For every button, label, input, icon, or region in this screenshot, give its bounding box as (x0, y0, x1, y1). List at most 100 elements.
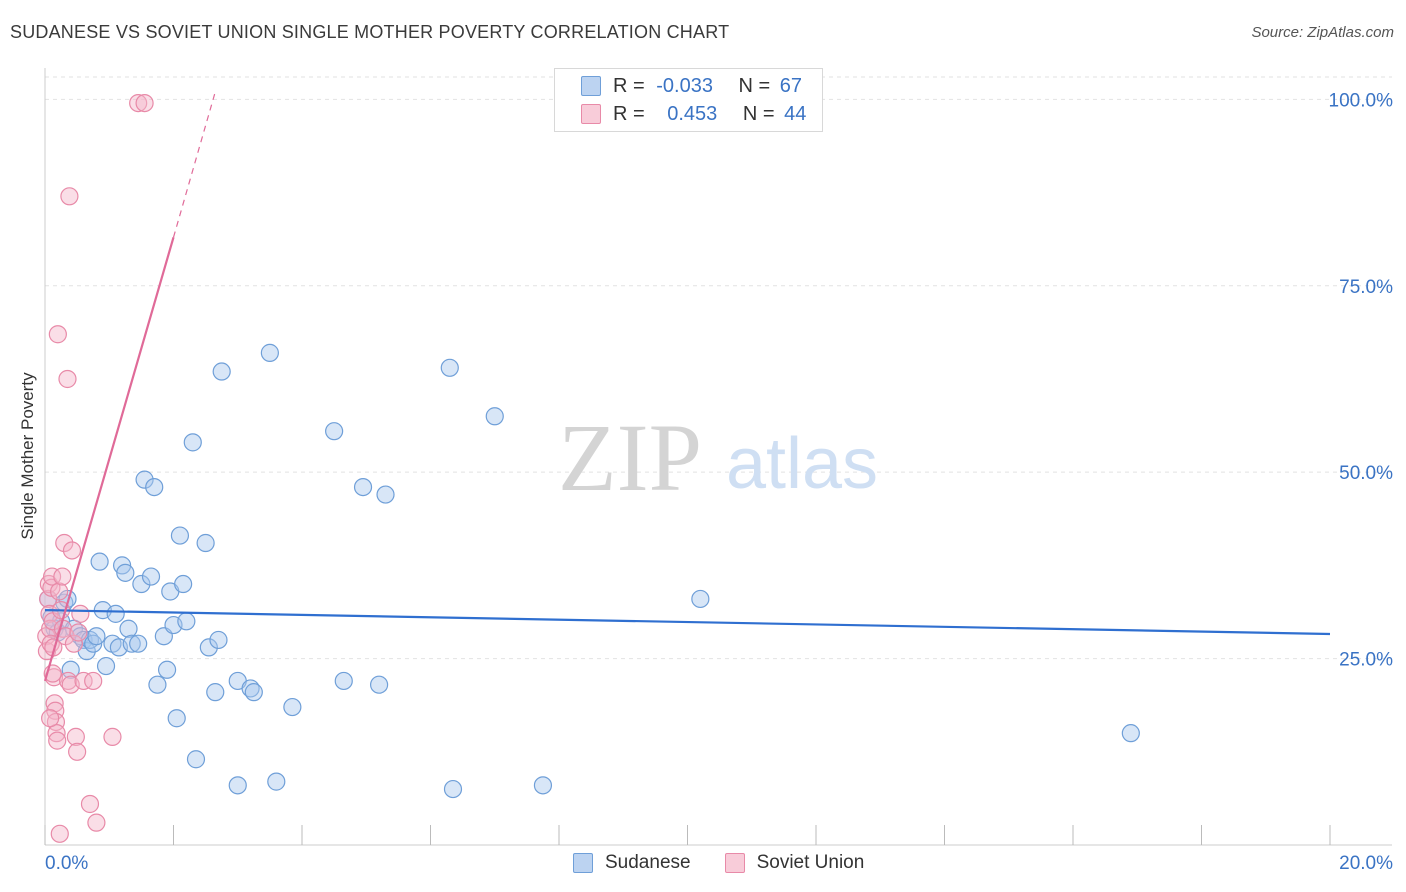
sudanese-point (170, 526, 190, 545)
correlation-legend: R = -0.033 N = 67 R = 0.453 N = 44 (554, 68, 823, 132)
soviet-union-point (62, 541, 82, 560)
sudanese-point (61, 660, 80, 679)
legend-swatch-blue (581, 76, 601, 96)
soviet-union-point (53, 567, 72, 586)
sudanese-point (199, 638, 218, 657)
sudanese-point (90, 552, 109, 571)
sudanese-point (186, 750, 206, 769)
grid-lines (45, 76, 1392, 660)
soviet-union-point (58, 369, 77, 389)
sudanese-point (96, 656, 116, 676)
sudanese-point (533, 776, 553, 795)
sudanese-point (135, 470, 154, 489)
soviet-union-point (41, 709, 60, 728)
soviet-union-point (68, 742, 87, 761)
watermark-zip: ZIP (558, 404, 702, 511)
legend-r-value: 0.453 (667, 102, 718, 125)
tick-labels: 25.0% 50.0% 75.0% 100.0% 0.0% 20.0% (45, 90, 1393, 874)
soviet-union-point (103, 727, 122, 746)
sudanese-point (145, 477, 164, 497)
soviet-union-point (135, 93, 154, 113)
sudanese-point (141, 567, 161, 586)
sudanese-point (196, 533, 215, 553)
sudanese-point (174, 574, 193, 594)
sudanese-point (157, 660, 177, 679)
sudanese-point (325, 422, 344, 441)
sudanese-point (206, 683, 225, 702)
sudanese-point (116, 563, 135, 582)
sudanese-point (106, 604, 125, 623)
soviet-union-point (50, 582, 69, 601)
y-tick-label: 50.0% (1339, 463, 1393, 484)
sudanese-point (129, 634, 148, 653)
sudanese-point (691, 589, 710, 609)
sudanese-point (177, 612, 196, 631)
chart-title: SUDANESE VS SOVIET UNION SINGLE MOTHER P… (10, 22, 730, 42)
axes (44, 68, 1392, 846)
legend-n-label: N = (738, 74, 771, 97)
sudanese-point (228, 776, 247, 795)
sudanese-point (122, 634, 141, 653)
soviet-union-point (60, 187, 79, 206)
sudanese-point (148, 675, 167, 694)
legend-r-label: R = (613, 74, 645, 97)
trend-lines (43, 91, 1331, 682)
soviet-union-point (55, 533, 74, 553)
sudanese-point (1121, 724, 1140, 743)
soviet-union-point (74, 671, 93, 691)
y-tick-label: 100.0% (1329, 90, 1394, 111)
watermark-atlas: atlas (726, 424, 878, 504)
soviet-union-point (87, 813, 106, 832)
legend-n-value: 44 (784, 102, 807, 125)
sudanese-trend-line (44, 609, 1331, 636)
legend-n-label: N = (742, 102, 775, 125)
soviet-union-point (41, 619, 60, 638)
sudanese-point (353, 477, 373, 497)
soviet-union-point (84, 671, 103, 691)
sudanese-point (443, 779, 463, 799)
soviet-union-point (48, 325, 67, 344)
sudanese-point (87, 627, 106, 646)
legend-r-value: -0.033 (656, 74, 713, 97)
legend-swatch-pink (581, 104, 601, 124)
sudanese-point (183, 433, 202, 452)
soviet-union-trend-extension (172, 91, 216, 238)
legend-r-label: R = (613, 102, 645, 125)
soviet-union-point (129, 93, 148, 113)
soviet-union-point (39, 589, 58, 609)
sudanese-point (267, 772, 286, 791)
soviet-union-trend-line (43, 237, 175, 682)
sudanese-point (370, 675, 389, 694)
sudanese-point (132, 574, 151, 594)
soviet-union-point (71, 604, 90, 623)
soviet-union-point (64, 634, 84, 653)
x-tick-label-min: 0.0% (45, 853, 88, 874)
sudanese-point (440, 358, 459, 377)
series-legend: Sudanese Soviet Union (573, 852, 864, 874)
sudanese-point (283, 697, 302, 717)
soviet-union-point (80, 794, 100, 814)
sudanese-point (260, 343, 279, 362)
soviet-union-point (69, 623, 88, 642)
sudanese-point (334, 671, 353, 691)
soviet-union-point (48, 731, 67, 750)
soviet-union-legend-label: Soviet Union (756, 852, 865, 873)
sudanese-point (119, 619, 138, 638)
x-tick-label-max: 20.0% (1339, 853, 1393, 874)
sudanese-point (485, 407, 504, 426)
sudanese-point (244, 683, 263, 702)
y-tick-label: 75.0% (1339, 277, 1393, 298)
sudanese-point (167, 709, 186, 728)
soviet-union-swatch (724, 853, 745, 873)
sudanese-point (212, 362, 231, 381)
soviet-union-points (37, 93, 154, 843)
sudanese-swatch (573, 853, 593, 873)
soviet-union-point (66, 727, 85, 746)
sudanese-point (209, 630, 228, 650)
soviet-union-point (50, 824, 69, 843)
soviet-union-point (42, 567, 62, 586)
y-tick-label: 25.0% (1339, 650, 1393, 671)
source-label: Source: ZipAtlas.com (1251, 24, 1394, 41)
soviet-union-point (45, 694, 64, 713)
